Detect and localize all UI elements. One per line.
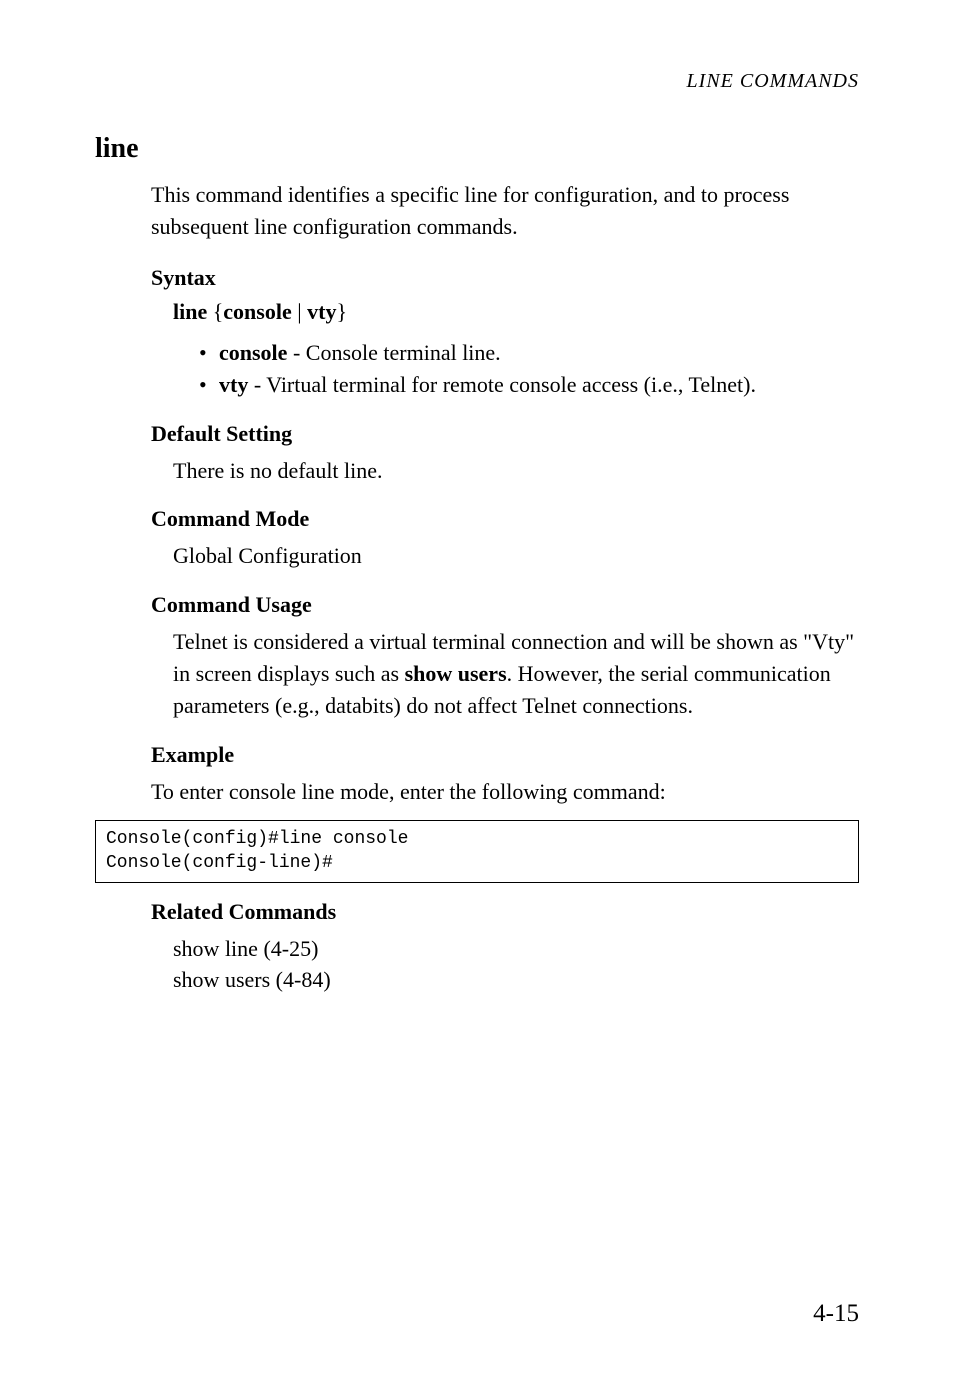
syntax-line: line {console | vty} <box>173 299 859 325</box>
command-mode-text: Global Configuration <box>173 540 859 572</box>
default-setting-heading: Default Setting <box>151 421 859 447</box>
option-description: - Virtual terminal for remote console ac… <box>248 372 756 397</box>
syntax-separator: | <box>292 299 307 324</box>
option-name: console <box>219 340 287 365</box>
related-commands-heading: Related Commands <box>151 899 859 925</box>
example-heading: Example <box>151 742 859 768</box>
syntax-keyword: line <box>173 299 207 324</box>
command-mode-heading: Command Mode <box>151 506 859 532</box>
related-body: Related Commands show line (4-25) show u… <box>151 899 859 997</box>
list-item: console - Console terminal line. <box>199 337 859 369</box>
usage-bold-text: show users <box>405 661 507 686</box>
example-intro: To enter console line mode, enter the fo… <box>151 776 859 808</box>
command-usage-heading: Command Usage <box>151 592 859 618</box>
syntax-option: vty <box>307 299 336 324</box>
syntax-option: console <box>223 299 291 324</box>
related-item: show users (4-84) <box>173 964 859 996</box>
content-body: This command identifies a specific line … <box>151 179 859 808</box>
syntax-brace: { <box>207 299 223 324</box>
syntax-brace: } <box>336 299 347 324</box>
page-number: 4-15 <box>813 1300 859 1328</box>
page-header: LINE COMMANDS <box>95 70 859 93</box>
command-usage-text: Telnet is considered a virtual terminal … <box>173 626 859 722</box>
option-name: vty <box>219 372 248 397</box>
default-setting-text: There is no default line. <box>173 455 859 487</box>
code-example-box: Console(config)#line console Console(con… <box>95 820 859 883</box>
syntax-options-list: console - Console terminal line. vty - V… <box>199 337 859 401</box>
command-title: line <box>95 133 859 165</box>
syntax-heading: Syntax <box>151 265 859 291</box>
related-item: show line (4-25) <box>173 933 859 965</box>
list-item: vty - Virtual terminal for remote consol… <box>199 369 859 401</box>
option-description: - Console terminal line. <box>287 340 500 365</box>
command-description: This command identifies a specific line … <box>151 179 859 243</box>
